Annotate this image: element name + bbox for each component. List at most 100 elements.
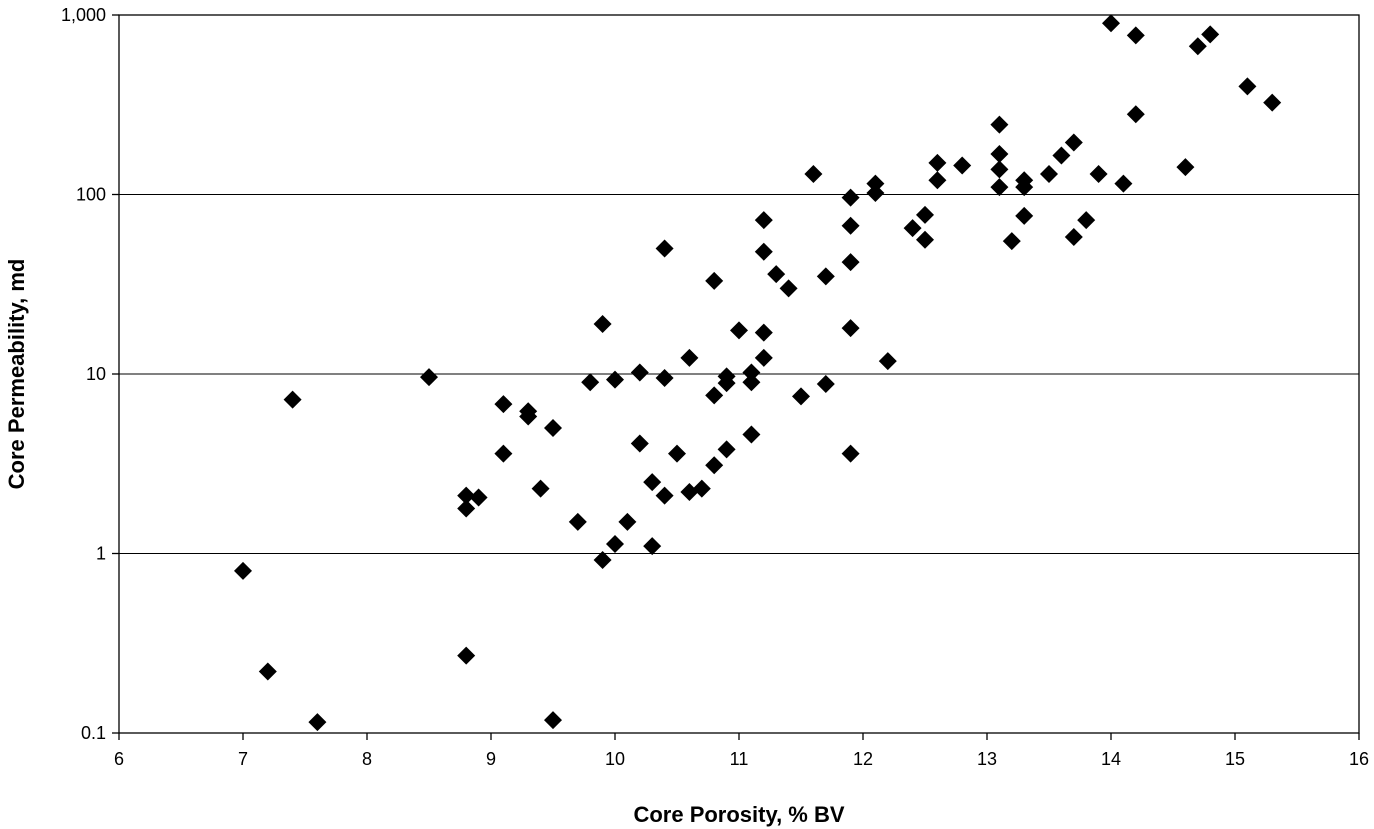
data-point-diamond [742, 425, 761, 444]
data-point-diamond [1077, 211, 1096, 230]
data-point-diamond [767, 265, 786, 284]
x-tick-label: 11 [730, 749, 749, 769]
data-point-diamond [668, 444, 686, 463]
data-point-diamond [1126, 105, 1145, 124]
data-point-diamond [1064, 133, 1083, 152]
data-point-diamond [655, 486, 674, 505]
data-point-diamond [618, 512, 637, 531]
data-point-diamond [990, 115, 1009, 134]
data-point-diamond [866, 174, 885, 193]
data-point-diamond [878, 352, 897, 371]
data-point-diamond [420, 368, 438, 387]
data-point-diamond [544, 419, 562, 438]
x-tick-label: 6 [114, 749, 124, 769]
data-point-diamond [754, 211, 773, 230]
data-point-diamond [308, 713, 327, 732]
data-point-diamond [655, 368, 674, 387]
data-point-diamond [1064, 227, 1083, 246]
x-tick-label: 13 [977, 749, 997, 769]
data-point-diamond [469, 488, 488, 507]
data-point-diamond [457, 499, 476, 518]
data-point-diamond [494, 444, 513, 463]
data-point-diamond [1015, 206, 1034, 225]
data-point-diamond [916, 205, 934, 224]
x-tick-label: 15 [1225, 749, 1245, 769]
gridlines [119, 194, 1359, 554]
data-point-diamond [754, 348, 773, 367]
data-point-diamond [754, 242, 773, 261]
data-point-diamond [816, 267, 835, 286]
y-tick-label: 0.1 [81, 723, 106, 743]
data-point-diamond [1188, 37, 1207, 56]
data-point-diamond [630, 434, 649, 453]
data-point-diamond [1238, 77, 1257, 96]
data-point-diamond [1263, 93, 1282, 112]
data-point-diamond [841, 253, 860, 272]
data-point-diamond [804, 165, 823, 184]
x-tick-label: 8 [362, 749, 372, 769]
data-point-diamond [779, 279, 798, 298]
data-point-diamond [705, 386, 724, 405]
data-point-diamond [630, 363, 649, 382]
data-point-diamond [606, 534, 624, 553]
data-point-diamond [742, 373, 761, 392]
y-tick-label: 100 [76, 185, 106, 205]
data-point-diamond [928, 171, 947, 190]
y-tick-label: 1,000 [61, 5, 106, 25]
x-tick-label: 14 [1101, 749, 1121, 769]
data-point-diamond [606, 370, 624, 389]
data-point-diamond [990, 145, 1009, 164]
data-point-diamond [1052, 146, 1071, 165]
x-axis-ticks: 6 7 8 9 10 11 12 13 14 15 16 [114, 733, 1369, 769]
data-points [234, 14, 1282, 732]
y-tick-label: 1 [96, 544, 106, 564]
y-axis-ticks: 0.1 1 10 100 1,000 [61, 5, 119, 743]
x-axis-title: Core Porosity, % BV [633, 802, 844, 827]
data-point-diamond [1015, 178, 1034, 197]
data-point-diamond [593, 551, 612, 570]
data-point-diamond [457, 486, 476, 505]
data-point-diamond [742, 363, 761, 382]
data-point-diamond [643, 473, 662, 492]
data-point-diamond [494, 395, 513, 414]
data-point-diamond [990, 178, 1009, 197]
data-point-diamond [1176, 158, 1195, 177]
data-point-diamond [730, 321, 748, 340]
data-point-diamond [1102, 14, 1120, 33]
data-point-diamond [1002, 232, 1021, 251]
data-point-diamond [531, 479, 550, 498]
data-point-diamond [841, 319, 860, 338]
data-point-diamond [1201, 25, 1220, 44]
data-point-diamond [234, 561, 252, 580]
data-point-diamond [519, 407, 538, 426]
data-point-diamond [717, 374, 736, 393]
x-tick-label: 16 [1349, 749, 1369, 769]
data-point-diamond [544, 711, 562, 730]
data-point-diamond [457, 646, 476, 665]
data-point-diamond [1126, 26, 1145, 45]
data-point-diamond [717, 440, 736, 459]
data-point-diamond [692, 479, 711, 498]
data-point-diamond [705, 456, 724, 475]
y-axis-title: Core Permeability, md [4, 259, 29, 490]
data-point-diamond [953, 156, 972, 175]
data-point-diamond [928, 153, 947, 172]
data-point-diamond [283, 390, 302, 409]
data-point-diamond [1040, 165, 1058, 184]
y-tick-label: 10 [86, 364, 106, 384]
data-point-diamond [816, 374, 835, 393]
data-point-diamond [754, 323, 773, 342]
x-tick-label: 12 [853, 749, 873, 769]
data-point-diamond [680, 348, 699, 367]
data-point-diamond [990, 160, 1009, 179]
x-tick-label: 10 [605, 749, 625, 769]
data-point-diamond [655, 239, 674, 258]
data-point-diamond [705, 271, 724, 290]
data-point-diamond [643, 537, 662, 556]
data-point-diamond [792, 387, 810, 406]
data-point-diamond [581, 373, 600, 392]
data-point-diamond [866, 183, 885, 202]
data-point-diamond [903, 219, 922, 238]
data-point-diamond [916, 230, 934, 249]
